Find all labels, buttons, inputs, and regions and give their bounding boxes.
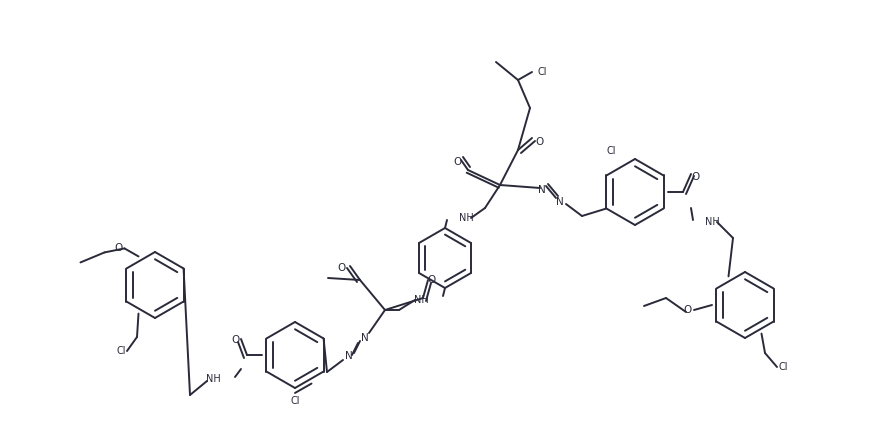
Text: N: N	[361, 333, 369, 343]
Text: O: O	[114, 243, 123, 253]
Text: O: O	[454, 157, 462, 167]
Text: N: N	[556, 197, 564, 207]
Text: N: N	[346, 351, 353, 361]
Text: Cl: Cl	[538, 67, 547, 77]
Text: O: O	[427, 275, 435, 285]
Text: NH: NH	[414, 295, 429, 305]
Text: NH: NH	[459, 213, 474, 223]
Text: O: O	[338, 263, 346, 273]
Text: Cl: Cl	[117, 346, 125, 356]
Text: O: O	[231, 335, 239, 345]
Text: Cl: Cl	[606, 146, 616, 156]
Text: Cl: Cl	[778, 362, 788, 372]
Text: O: O	[691, 172, 699, 182]
Text: O: O	[684, 305, 692, 315]
Text: NH: NH	[206, 374, 221, 384]
Text: N: N	[538, 185, 545, 195]
Text: Cl: Cl	[290, 396, 300, 406]
Text: NH: NH	[705, 217, 720, 227]
Text: O: O	[536, 137, 544, 147]
